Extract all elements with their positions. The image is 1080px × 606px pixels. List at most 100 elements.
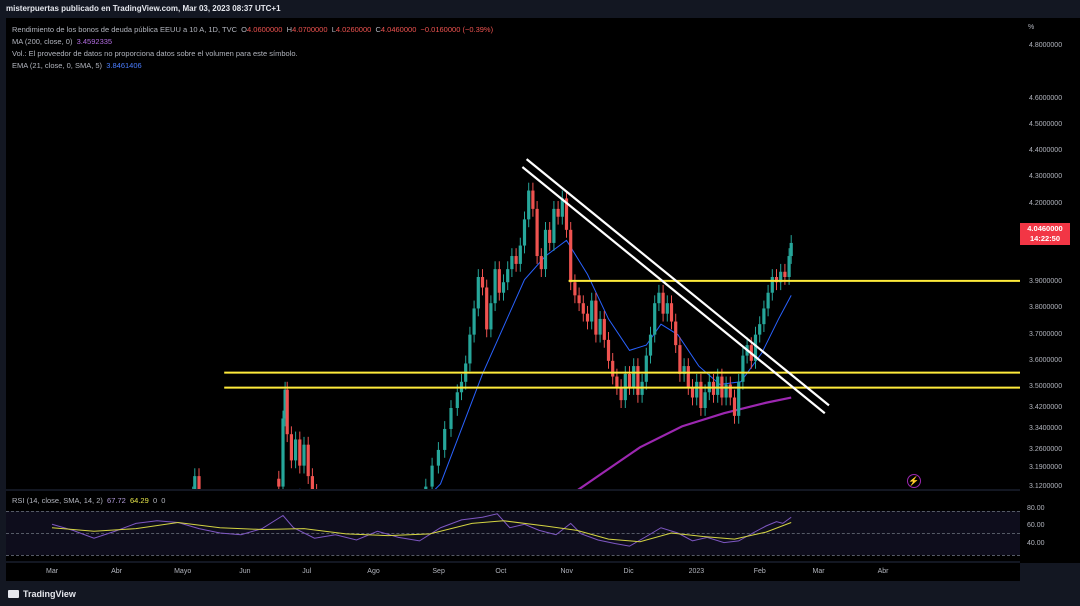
price-axis[interactable] [1020, 18, 1080, 563]
price-tick: 3.8000000 [1029, 304, 1063, 312]
top-bar: misterpuertas publicado en TradingView.c… [0, 0, 1080, 18]
candle-body [737, 381, 741, 416]
price-tick: 3.7000000 [1029, 330, 1063, 338]
rsi-ma-line [51, 520, 792, 543]
price-tick: 3.5000000 [1029, 383, 1063, 391]
ma-value: 3.4592335 [76, 37, 113, 46]
last-price: 4.0460000 [1027, 224, 1063, 233]
candle-body [535, 208, 539, 257]
ma-legend: MA (200, close, 0) 3.4592335 [12, 37, 112, 46]
candle-body [581, 303, 585, 314]
candle-body [298, 439, 302, 466]
candle-body [674, 321, 678, 346]
candle-body [770, 277, 774, 293]
candle-body [518, 245, 522, 264]
candle-body [686, 366, 690, 388]
candle-body [436, 449, 440, 466]
candle-body [510, 256, 514, 270]
candle-body [443, 428, 447, 450]
rsi-band-30 [6, 555, 1020, 556]
candle-body [497, 269, 501, 293]
rsi-tick: 80.00 [1027, 504, 1045, 512]
volume-note: Vol.: El proveedor de datos no proporcio… [12, 49, 298, 58]
candle-body [480, 277, 485, 288]
candle-body [501, 282, 506, 293]
time-tick: 2023 [688, 568, 705, 575]
candle-body [611, 360, 615, 377]
candle-body [703, 392, 707, 408]
rsi-value: 67.72 [107, 496, 126, 505]
candle-body [302, 444, 306, 466]
candle-body [766, 292, 770, 309]
candle-body [310, 476, 314, 489]
tradingview-brand[interactable]: TradingView [8, 589, 76, 599]
candle-body [644, 355, 648, 382]
candle-body [724, 384, 728, 398]
candle-body [283, 389, 287, 419]
time-tick: Oct [495, 568, 507, 575]
candle-body [556, 208, 560, 217]
rsi-tick: 40.00 [1027, 539, 1045, 547]
symbol-title: Rendimiento de los bonos de deuda públic… [12, 25, 237, 34]
rsi-band-50 [6, 533, 1020, 534]
candle-body [758, 324, 762, 335]
candle-body [552, 208, 556, 243]
candle-body [661, 292, 665, 314]
time-tick: Sep [432, 568, 445, 575]
candle-body [762, 308, 766, 325]
price-tick: 3.1200000 [1029, 482, 1063, 490]
time-tick: Jun [239, 568, 251, 575]
candle-body [564, 198, 569, 230]
candle-body [455, 392, 459, 408]
price-tick: 4.6000000 [1029, 94, 1063, 102]
price-tick: 3.6000000 [1029, 356, 1063, 364]
brand-name: TradingView [23, 589, 76, 599]
price-tick: 4.2000000 [1029, 199, 1063, 207]
candle-body [294, 439, 298, 461]
candle-body [187, 497, 190, 505]
tradingview-logo-icon [8, 590, 19, 598]
footer-bar [0, 581, 1080, 606]
ma-200-line [577, 396, 792, 489]
trendline [521, 166, 826, 415]
price-tick: 3.2600000 [1029, 445, 1063, 453]
price-tick: 4.3000000 [1029, 173, 1063, 181]
ema-value: 3.8461406 [106, 61, 142, 70]
candle-body [585, 313, 590, 322]
price-change: −0.0160000 (−0.39%) [420, 25, 494, 34]
candle-body [306, 444, 310, 477]
time-tick: Jul [302, 568, 312, 575]
candle-body [779, 271, 783, 283]
candle-body [365, 497, 368, 505]
candle-body [560, 198, 564, 217]
rsi-extra-2: 0 [161, 496, 166, 505]
candle-body [539, 256, 543, 270]
time-axis[interactable] [6, 563, 1020, 581]
candle-body [197, 476, 201, 489]
percent-label: % [1028, 24, 1035, 31]
rsi-pane[interactable] [6, 491, 1020, 561]
candle-body [281, 418, 285, 487]
candle-body [716, 376, 720, 395]
candle-body [774, 277, 779, 283]
candle-body [548, 229, 552, 243]
candle-body [522, 219, 527, 246]
time-tick: Abr [877, 568, 889, 575]
candle-body [783, 271, 787, 277]
candle-body [789, 242, 793, 257]
time-tick: Mar [812, 568, 825, 575]
candle-body [527, 190, 531, 220]
price-tick: 4.5000000 [1029, 121, 1063, 129]
lightning-icon[interactable]: ⚡ [907, 474, 921, 488]
time-tick: Mar [46, 568, 59, 575]
candle-body [485, 287, 489, 330]
price-chart-area[interactable] [6, 18, 1020, 489]
time-tick: Nov [560, 568, 573, 575]
rsi-line [51, 513, 792, 547]
rsi-extra-1: 0 [152, 496, 158, 505]
candle-body [695, 381, 699, 398]
ohlc-high: H4.0700000 [286, 25, 328, 34]
candle-body [191, 494, 194, 504]
candle-body [669, 303, 674, 322]
